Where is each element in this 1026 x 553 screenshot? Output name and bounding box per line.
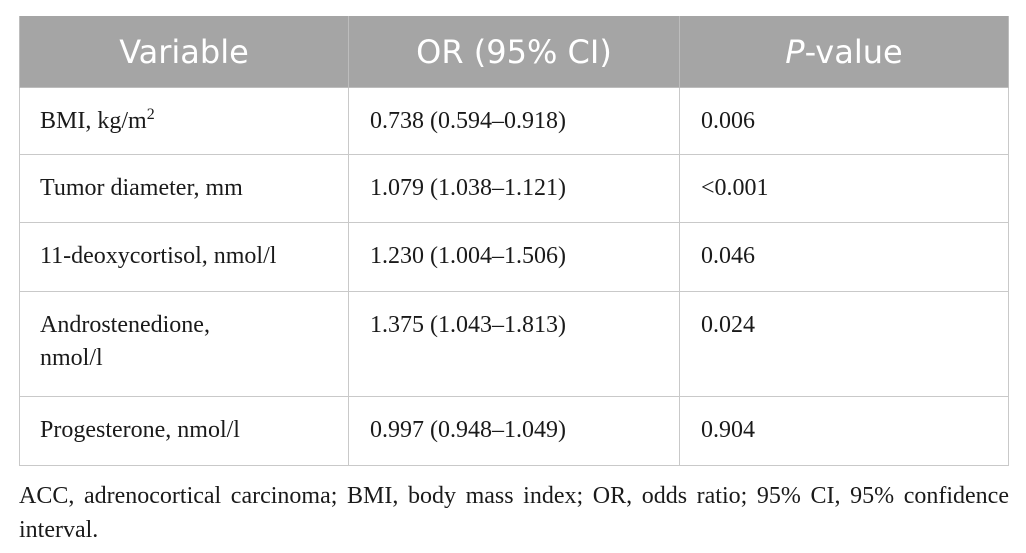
cell-or-ci: 0.997 (0.948–1.049) — [348, 396, 680, 466]
cell-variable: Androstenedione, nmol/l — [19, 291, 349, 397]
cell-p-value: 0.046 — [679, 222, 1009, 292]
unit-superscript: 2 — [146, 106, 155, 123]
cell-or-ci: 0.738 (0.594–0.918) — [348, 87, 680, 155]
cell-p-value: 0.006 — [679, 87, 1009, 155]
header-p-rest: -value — [804, 32, 903, 71]
regression-table: Variable OR (95% CI) P-value BMI, kg/m2 … — [19, 16, 1009, 466]
cell-or-ci: 1.230 (1.004–1.506) — [348, 222, 680, 292]
cell-variable: Tumor diameter, mm — [19, 154, 349, 223]
cell-p-value: 0.904 — [679, 396, 1009, 466]
header-p-value: P-value — [679, 16, 1009, 88]
header-variable: Variable — [19, 16, 349, 88]
table-header-row: Variable OR (95% CI) P-value — [19, 16, 1009, 88]
cell-variable: Progesterone, nmol/l — [19, 396, 349, 466]
table-row: Tumor diameter, mm 1.079 (1.038–1.121) <… — [19, 154, 1009, 223]
cell-or-ci: 1.375 (1.043–1.813) — [348, 291, 680, 397]
cell-p-value: 0.024 — [679, 291, 1009, 397]
table-row: BMI, kg/m2 0.738 (0.594–0.918) 0.006 — [19, 87, 1009, 155]
cell-or-ci: 1.079 (1.038–1.121) — [348, 154, 680, 223]
table-footnote: ACC, adrenocortical carcinoma; BMI, body… — [19, 483, 1009, 543]
cell-p-value: <0.001 — [679, 154, 1009, 223]
variable-text: BMI, kg/m — [40, 108, 147, 134]
header-p-italic: P — [785, 32, 805, 71]
cell-variable: BMI, kg/m2 — [19, 87, 349, 155]
header-or-ci: OR (95% CI) — [348, 16, 680, 88]
table-row: Progesterone, nmol/l 0.997 (0.948–1.049)… — [19, 396, 1009, 466]
table-row: 11-deoxycortisol, nmol/l 1.230 (1.004–1.… — [19, 222, 1009, 292]
table-row: Androstenedione, nmol/l 1.375 (1.043–1.8… — [19, 291, 1009, 397]
cell-variable: 11-deoxycortisol, nmol/l — [19, 222, 349, 292]
